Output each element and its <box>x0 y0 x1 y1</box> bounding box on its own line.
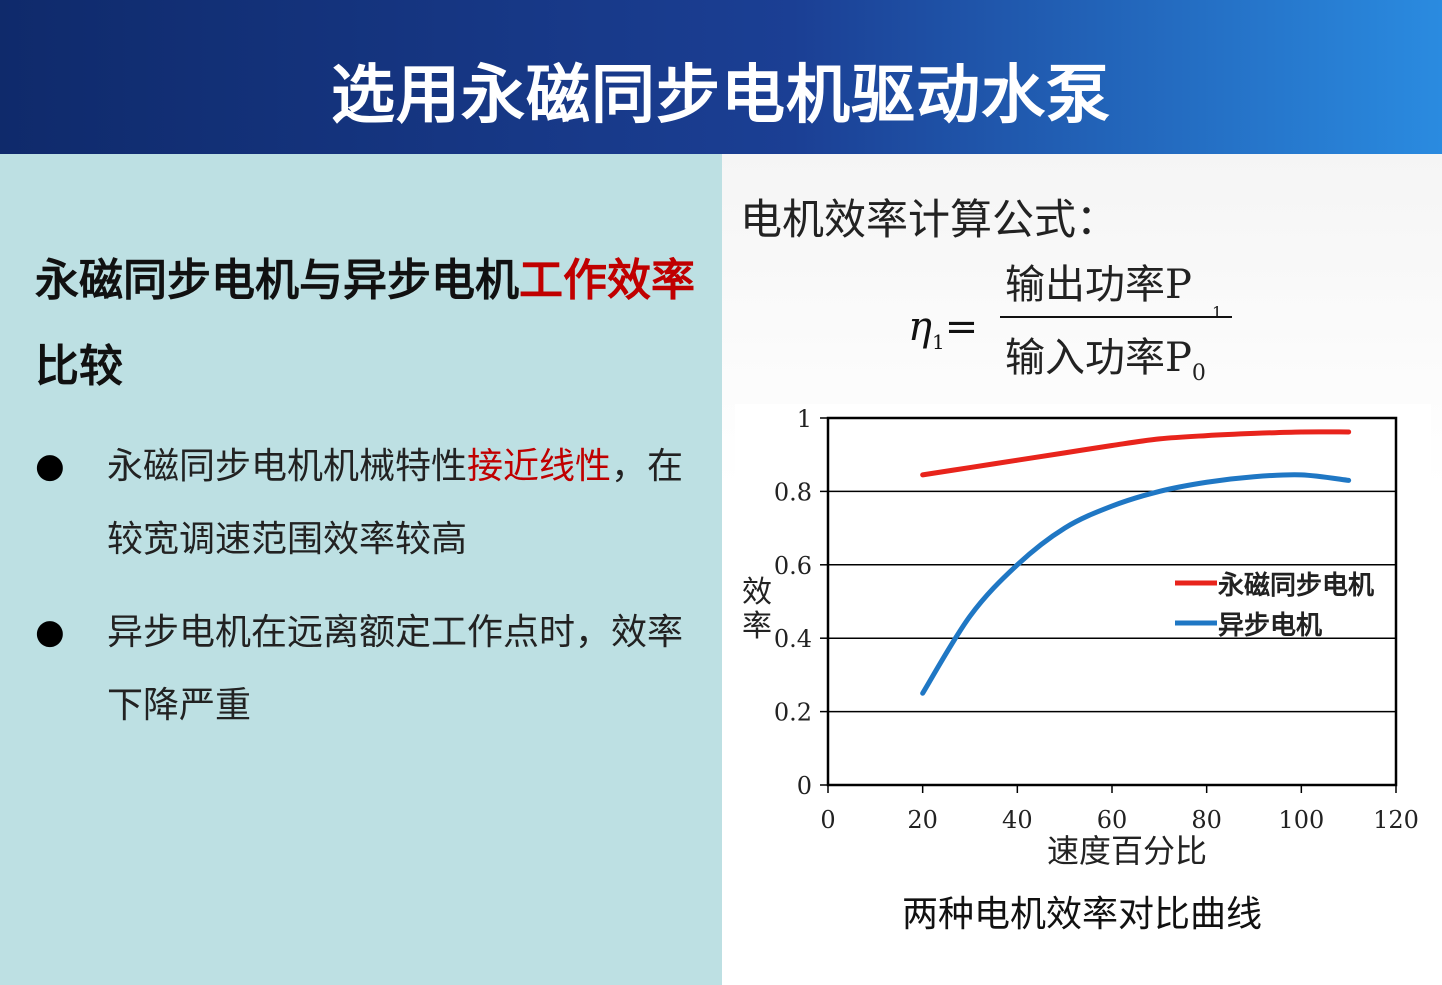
legend-label: 异步电机 <box>1218 610 1322 641</box>
y-tick-label: 0.6 <box>774 552 812 580</box>
bullet-text-highlight: 接近线性 <box>467 446 612 487</box>
series-line-1 <box>920 429 1352 478</box>
comparison-heading: 永磁同步电机与异步电机工作效率比较 <box>35 238 715 410</box>
formula-denominator: 输入功率P0 <box>1005 325 1206 386</box>
chart-caption: 两种电机效率对比曲线 <box>901 894 1262 935</box>
bullet-text: 永磁同步电机机械特性接近线性，在较宽调速范围效率较高 <box>107 430 707 576</box>
chart-series <box>920 429 1352 696</box>
bullet-dot-icon: ● <box>35 612 65 652</box>
header-bar: 选用永磁同步电机驱动水泵 <box>0 0 1442 154</box>
y-tick-label: 0.4 <box>774 625 812 653</box>
y-tick-label: 0.2 <box>774 699 812 727</box>
x-tick-label: 60 <box>1097 806 1128 834</box>
x-tick-label: 80 <box>1191 806 1222 834</box>
heading-part: 永磁同步电机与异步电机 <box>35 255 519 306</box>
heading-part-highlight: 工作效率 <box>519 255 695 306</box>
formula-numerator-mark: 1 <box>1212 303 1223 322</box>
y-axis-label-char: 效 <box>742 575 772 610</box>
x-tick-label: 20 <box>907 806 938 834</box>
page-title: 选用永磁同步电机驱动水泵 <box>331 59 1111 133</box>
x-axis-label: 速度百分比 <box>1047 832 1207 870</box>
x-tick-label: 100 <box>1278 806 1324 834</box>
bullet-text: 异步电机在远离额定工作点时，效率下降严重 <box>107 596 707 742</box>
y-tick-label: 0.8 <box>774 478 812 506</box>
fraction-bar <box>1000 316 1232 318</box>
x-tick-label: 40 <box>1002 806 1033 834</box>
bullet-text-part: 异步电机在远离额定工作点时，效率下降严重 <box>107 612 684 726</box>
y-tick-label: 0 <box>797 772 812 800</box>
bullet-text-part: ，在较宽调速范围效率较高 <box>107 446 684 560</box>
bullet-dot-icon: ● <box>35 446 65 486</box>
equals-sign: = <box>944 304 979 350</box>
denominator-text: 输入功率P <box>1005 335 1192 381</box>
left-panel <box>0 154 722 985</box>
y-tick-label: 1 <box>797 405 812 433</box>
bullet-text-part: 永磁同步电机机械特性 <box>107 446 468 487</box>
x-tick-label: 120 <box>1373 806 1419 834</box>
heading-part: 比较 <box>35 341 123 392</box>
chart-ticks: 0 0.2 0.4 0.6 0.8 1 0 20 40 60 80 100 120 <box>774 405 1419 834</box>
denominator-subscript: 0 <box>1191 361 1206 386</box>
x-tick-label: 0 <box>820 806 835 834</box>
series-line-2 <box>920 472 1352 696</box>
y-axis-label: 效率 <box>742 575 772 644</box>
y-axis-label-char: 率 <box>742 609 772 644</box>
formula-eta: η1= <box>908 304 978 354</box>
formula-title: 电机效率计算公式： <box>740 195 1119 244</box>
formula-numerator: 输出功率P <box>1005 262 1192 308</box>
legend-label: 永磁同步电机 <box>1218 570 1374 601</box>
eta-symbol: η <box>908 304 932 350</box>
eta-subscript: 1 <box>931 330 945 354</box>
chart-background <box>735 404 1431 878</box>
